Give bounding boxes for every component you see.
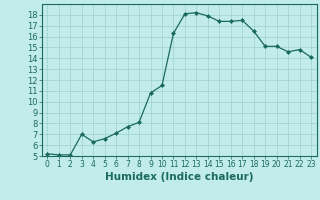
X-axis label: Humidex (Indice chaleur): Humidex (Indice chaleur)	[105, 172, 253, 182]
